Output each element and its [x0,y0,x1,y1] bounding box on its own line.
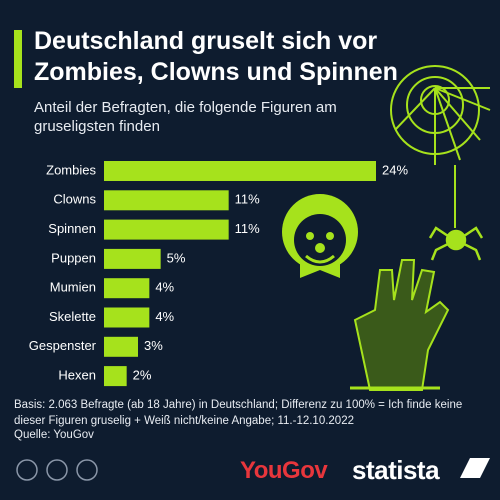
bar [104,190,229,211]
category-label: Clowns [53,192,96,207]
value-label: 2% [133,368,152,383]
category-label: Skelette [49,309,96,324]
bar [104,366,127,387]
clown [282,194,358,278]
footnote: Basis: 2.063 Befragte (ab 18 Jahre) in D… [14,399,463,427]
value-label: 4% [155,309,174,324]
value-label: 4% [155,280,174,295]
category-label: Mumien [50,280,96,295]
spider [428,226,484,261]
title-accent [14,30,22,88]
category-label: Gespenster [29,338,97,353]
bar [104,307,150,328]
chart-subtitle: Anteil der Befragten, die folgende Figur… [34,99,337,135]
value-label: 11% [235,221,260,236]
value-label: 5% [167,250,186,265]
bar [104,278,150,299]
bar [104,248,161,269]
category-label: Puppen [51,250,96,265]
source: Quelle: YouGov [14,429,94,441]
license-icons [16,459,98,481]
statista-icon [460,458,490,478]
bar [104,219,229,240]
category-label: Zombies [46,162,96,177]
category-label: Hexen [58,368,96,383]
bar [104,336,138,357]
value-label: 11% [235,192,260,207]
category-label: Spinnen [48,221,96,236]
bar [104,161,376,181]
value-label: 24% [382,162,408,177]
logo-statista: statista [352,455,440,485]
zombie-hand [350,259,450,391]
spider-web [390,65,491,228]
logo-yougov: YouGov [240,457,328,484]
chart-title: Deutschland gruselt sich vor Zombies, Cl… [34,27,398,86]
value-label: 3% [144,338,163,353]
